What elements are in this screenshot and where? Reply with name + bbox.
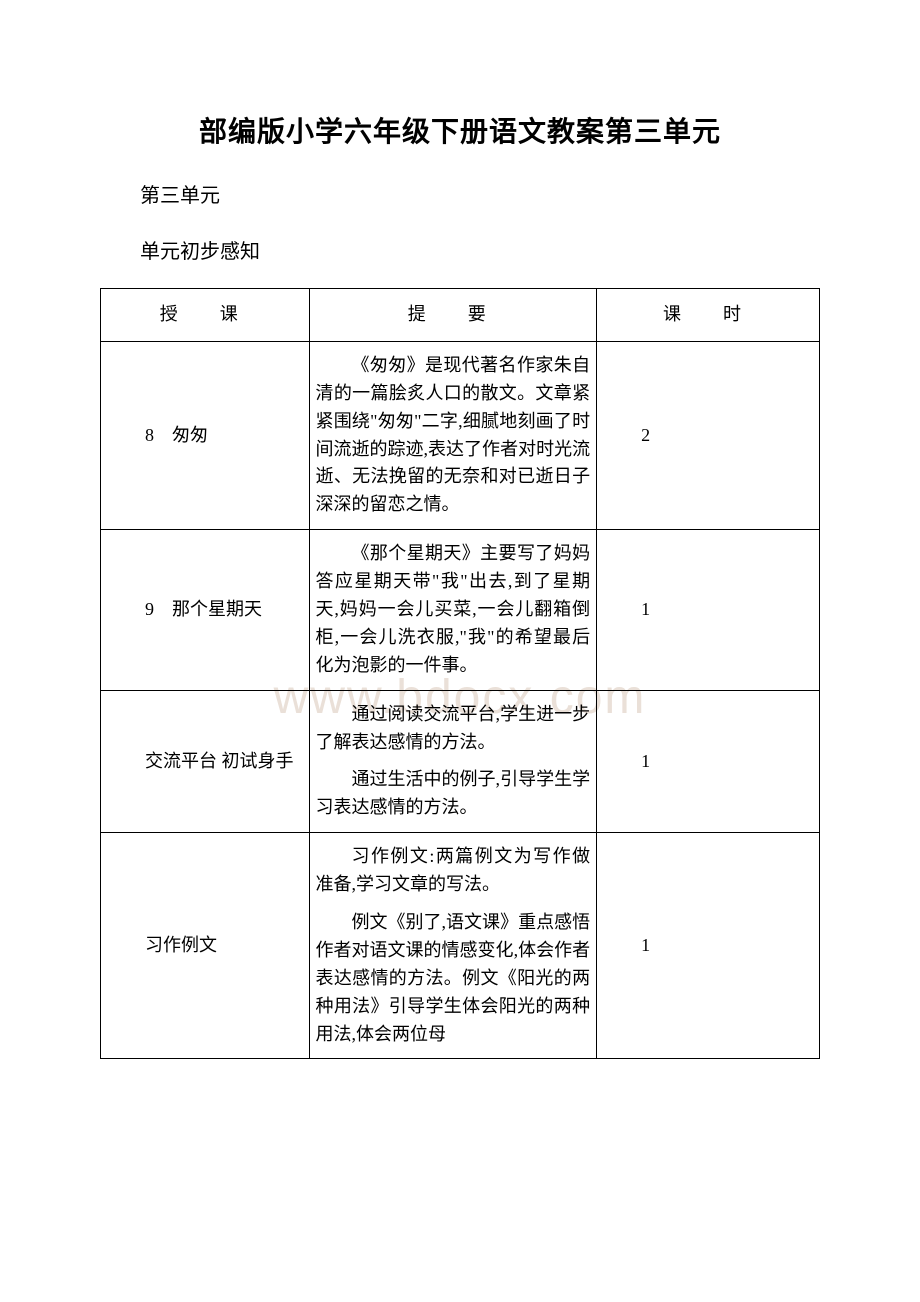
table-row: 8 匆匆 《匆匆》是现代著名作家朱自清的一篇脍炙人口的散文。文章紧紧围绕"匆匆"… xyxy=(101,341,820,529)
summary-cell: 通过阅读交流平台,学生进一步了解表达感情的方法。 通过生活中的例子,引导学生学习… xyxy=(309,690,597,833)
lesson-cell: 9 那个星期天 xyxy=(101,530,310,690)
hours-cell: 1 xyxy=(597,833,820,1059)
document-title: 部编版小学六年级下册语文教案第三单元 xyxy=(100,110,820,150)
summary-cell: 《匆匆》是现代著名作家朱自清的一篇脍炙人口的散文。文章紧紧围绕"匆匆"二字,细腻… xyxy=(309,341,597,529)
table-header-row: 授 课 提 要 课 时 xyxy=(101,289,820,342)
header-hours: 课 时 xyxy=(597,289,820,342)
summary-cell: 《那个星期天》主要写了妈妈答应星期天带"我"出去,到了星期天,妈妈一会儿买菜,一… xyxy=(309,530,597,690)
table-row: 交流平台 初试身手 通过阅读交流平台,学生进一步了解表达感情的方法。 通过生活中… xyxy=(101,690,820,833)
summary-cell: 习作例文:两篇例文为写作做准备,学习文章的写法。 例文《别了,语文课》重点感悟作… xyxy=(309,833,597,1059)
header-lesson: 授 课 xyxy=(101,289,310,342)
hours-cell: 2 xyxy=(597,341,820,529)
document-subtitle: 第三单元 xyxy=(100,178,820,214)
header-summary: 提 要 xyxy=(309,289,597,342)
document-subheading: 单元初步感知 xyxy=(100,234,820,270)
table-row: 习作例文 习作例文:两篇例文为写作做准备,学习文章的写法。 例文《别了,语文课》… xyxy=(101,833,820,1059)
hours-cell: 1 xyxy=(597,690,820,833)
unit-overview-table: 授 课 提 要 课 时 8 匆匆 《匆匆》是现代著名作家朱自清的一篇脍炙人口的散… xyxy=(100,288,820,1059)
hours-cell: 1 xyxy=(597,530,820,690)
lesson-cell: 8 匆匆 xyxy=(101,341,310,529)
table-row: 9 那个星期天 《那个星期天》主要写了妈妈答应星期天带"我"出去,到了星期天,妈… xyxy=(101,530,820,690)
lesson-cell: 习作例文 xyxy=(101,833,310,1059)
lesson-cell: 交流平台 初试身手 xyxy=(101,690,310,833)
